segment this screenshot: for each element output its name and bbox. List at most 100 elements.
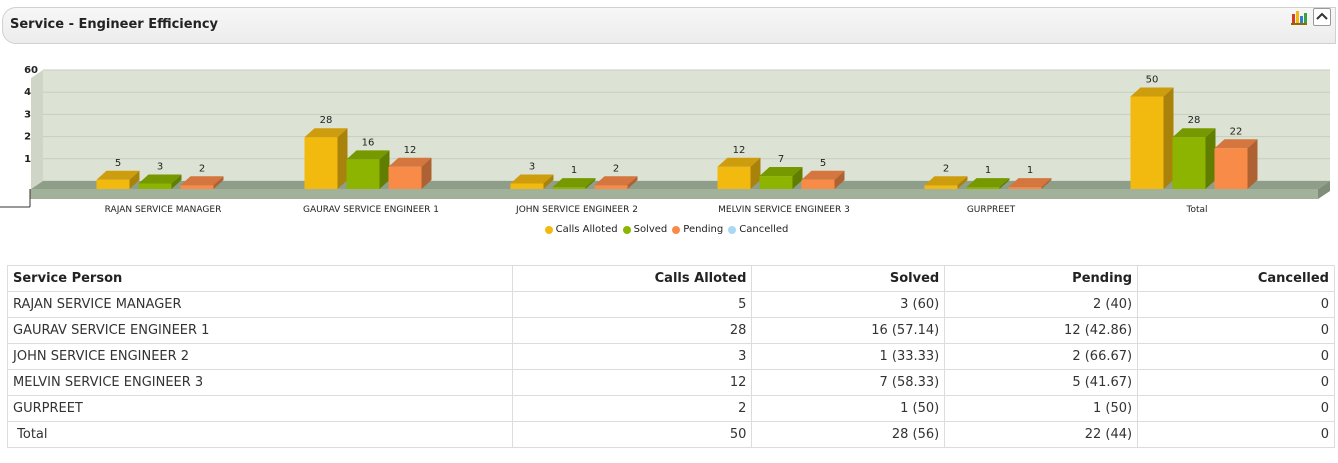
bar-chart-icon[interactable] xyxy=(1290,8,1308,26)
table-row: GURPREET 2 1 (50) 1 (50) 0 xyxy=(7,395,1335,422)
data-label: 5 xyxy=(115,158,121,169)
data-label: 50 xyxy=(1146,75,1159,86)
chevron-up-icon[interactable] xyxy=(1313,8,1331,26)
data-label: 2 xyxy=(943,163,949,174)
solved-cell: 7 (58.33) xyxy=(751,369,946,396)
bar-top xyxy=(138,174,182,184)
bar-top xyxy=(304,128,348,138)
column-header[interactable]: Solved xyxy=(751,265,946,292)
bar-top xyxy=(717,157,761,167)
bar xyxy=(801,179,835,189)
legend-item[interactable]: Cancelled xyxy=(728,224,788,235)
data-label: 2 xyxy=(199,163,205,174)
solved-cell: 1 (50) xyxy=(751,395,946,422)
bar-side xyxy=(1163,87,1174,189)
bar-side xyxy=(1041,178,1052,189)
bar-top xyxy=(552,178,596,188)
cancelled-cell: 0 xyxy=(1137,369,1335,396)
data-label: 12 xyxy=(733,145,746,156)
bar-side xyxy=(750,157,761,189)
x-tick-label: GURPREET xyxy=(967,205,1016,215)
legend-swatch xyxy=(672,225,681,234)
bar xyxy=(1008,187,1042,189)
bar-top xyxy=(180,176,224,186)
solved-cell: 1 (33.33) xyxy=(751,343,946,370)
bar-side xyxy=(792,167,803,189)
bar xyxy=(594,185,628,189)
column-header[interactable]: Service Person xyxy=(7,265,513,292)
calls-alloted-cell: 5 xyxy=(511,291,753,318)
data-label: 2 xyxy=(613,163,619,174)
column-header[interactable]: Pending xyxy=(944,265,1139,292)
data-label: 5 xyxy=(820,158,826,169)
data-label: 28 xyxy=(1188,115,1201,126)
chart-legend: Calls Alloted Solved Pending Cancelled xyxy=(0,224,1338,237)
bar-top xyxy=(96,170,140,180)
service-person-cell: RAJAN SERVICE MANAGER xyxy=(7,291,513,318)
legend-label: Cancelled xyxy=(739,224,789,235)
plot-floor-edge xyxy=(1318,181,1330,199)
legend-swatch xyxy=(622,225,631,234)
table-row-total: Total 50 28 (56) 22 (44) 0 xyxy=(7,421,1335,448)
bar xyxy=(96,179,130,189)
bar-top xyxy=(388,157,432,167)
legend-item[interactable]: Solved xyxy=(622,224,667,235)
bar xyxy=(510,183,544,189)
bar xyxy=(180,185,214,189)
bar-side xyxy=(957,176,968,189)
bar-top xyxy=(594,176,638,186)
bar-top xyxy=(1172,128,1216,138)
bar-top xyxy=(1214,139,1258,149)
bar xyxy=(552,187,586,189)
data-label: 7 xyxy=(778,154,784,165)
bar-top xyxy=(346,150,390,160)
legend-item[interactable]: Pending xyxy=(672,224,723,235)
bar-side xyxy=(585,178,596,189)
column-header[interactable]: Cancelled xyxy=(1137,265,1335,292)
bar-side xyxy=(129,170,140,189)
pending-cell: 2 (40) xyxy=(944,291,1139,318)
pending-cell: 22 (44) xyxy=(944,421,1139,448)
table-row: JOHN SERVICE ENGINEER 2 3 1 (33.33) 2 (6… xyxy=(7,343,1335,370)
bar-side xyxy=(1247,139,1258,189)
plot-side-wall xyxy=(31,70,43,189)
solved-cell: 3 (60) xyxy=(751,291,946,318)
solved-cell: 16 (57.14) xyxy=(751,317,946,344)
data-label: 1 xyxy=(571,165,577,176)
service-person-cell: MELVIN SERVICE ENGINEER 3 xyxy=(7,369,513,396)
solved-cell: 28 (56) xyxy=(751,421,946,448)
bar xyxy=(388,166,422,189)
efficiency-table: Service Person Calls Alloted Solved Pend… xyxy=(7,265,1335,448)
plot-floor xyxy=(30,189,1318,199)
y-tick-label: 60 xyxy=(24,65,38,76)
table-row: MELVIN SERVICE ENGINEER 3 12 7 (58.33) 5… xyxy=(7,369,1335,396)
data-label: 22 xyxy=(1230,126,1243,137)
bar xyxy=(1172,137,1206,189)
panel-header: Service - Engineer Efficiency xyxy=(2,7,1336,44)
legend-item[interactable]: Calls Alloted xyxy=(544,224,618,235)
legend-label: Pending xyxy=(683,224,724,235)
bar-top xyxy=(801,170,845,180)
pending-cell: 2 (66.67) xyxy=(944,343,1139,370)
calls-alloted-cell: 28 xyxy=(511,317,753,344)
bar xyxy=(304,137,338,189)
bar-side xyxy=(213,176,224,189)
legend-label: Calls Alloted xyxy=(555,224,618,235)
pending-cell: 12 (42.86) xyxy=(944,317,1139,344)
bar xyxy=(138,183,172,189)
plot-area xyxy=(43,70,1330,181)
cancelled-cell: 0 xyxy=(1137,421,1335,448)
service-person-cell: GURPREET xyxy=(7,395,513,422)
table-row: GAURAV SERVICE ENGINEER 1 28 16 (57.14) … xyxy=(7,317,1335,344)
pending-cell: 1 (50) xyxy=(944,395,1139,422)
data-label: 1 xyxy=(985,165,991,176)
service-person-cell: JOHN SERVICE ENGINEER 2 xyxy=(7,343,513,370)
data-label: 3 xyxy=(529,161,535,172)
bar xyxy=(1130,96,1164,189)
x-tick-label: GAURAV SERVICE ENGINEER 1 xyxy=(303,205,439,215)
column-header[interactable]: Calls Alloted xyxy=(511,265,753,292)
bar xyxy=(966,187,1000,189)
pending-cell: 5 (41.67) xyxy=(944,369,1139,396)
cancelled-cell: 0 xyxy=(1137,395,1335,422)
data-label: 1 xyxy=(1027,165,1033,176)
